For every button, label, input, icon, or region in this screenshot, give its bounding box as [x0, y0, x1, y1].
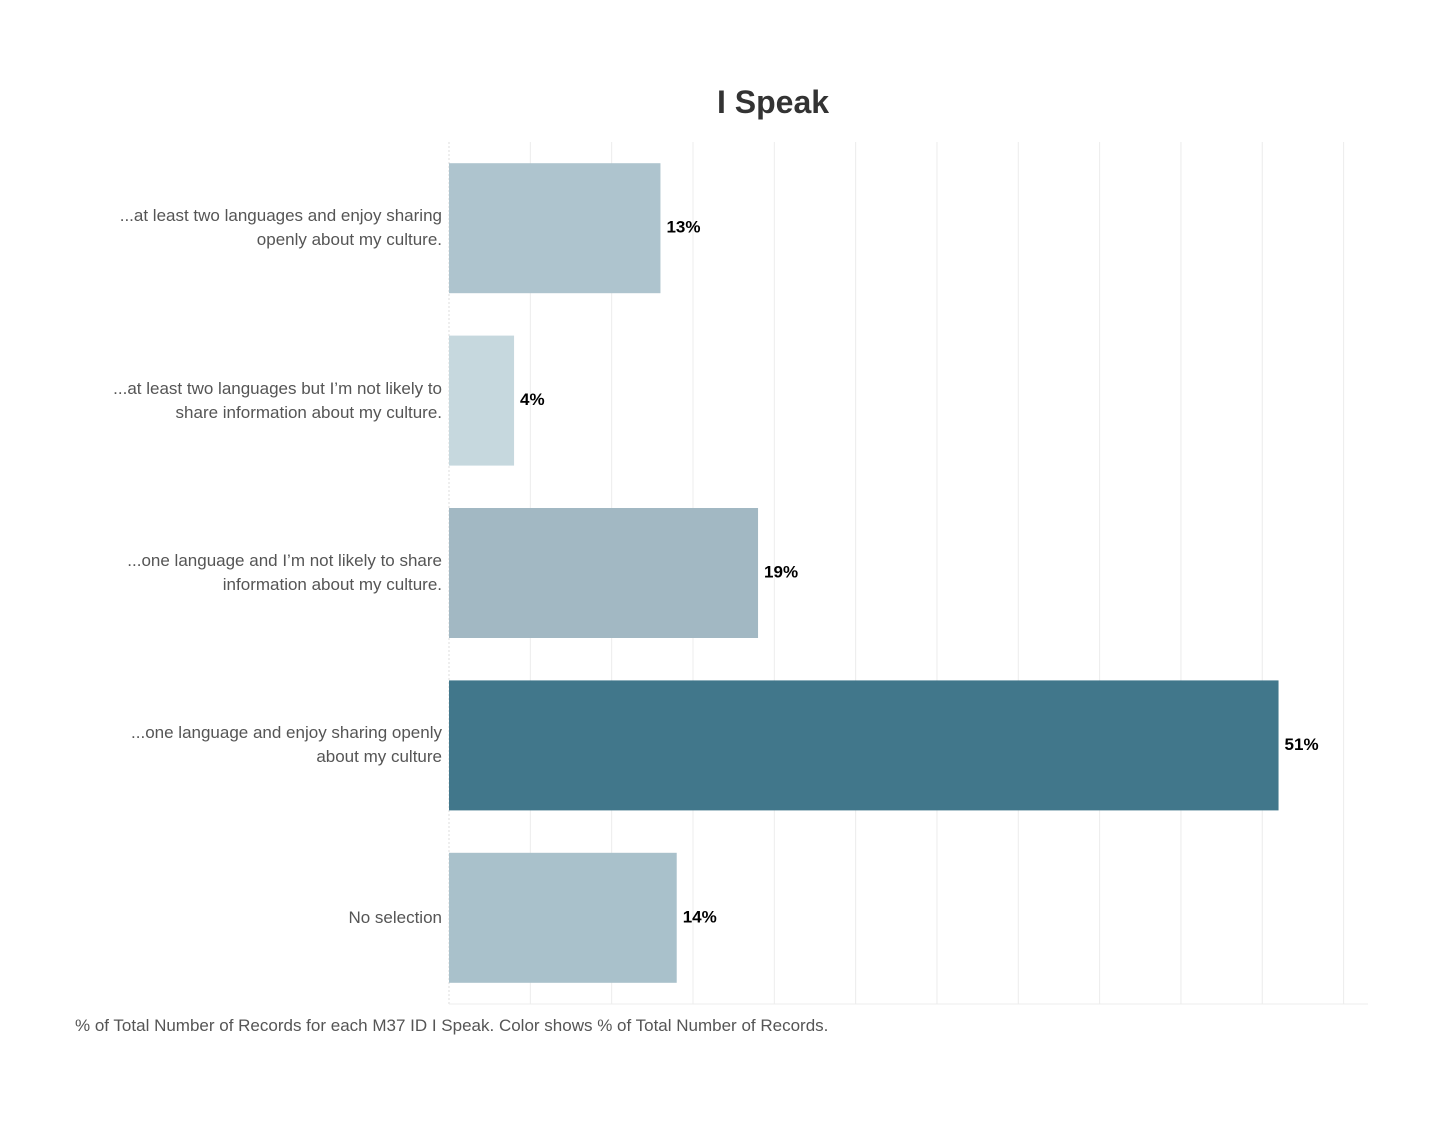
value-label: 51%	[1285, 735, 1319, 754]
value-label: 13%	[666, 218, 700, 237]
chart-title: I Speak	[716, 84, 830, 120]
y-tick-label: No selection	[348, 907, 442, 927]
footnote: % of Total Number of Records for each M3…	[75, 1016, 829, 1035]
value-label: 14%	[683, 907, 717, 926]
bar	[449, 508, 759, 638]
value-label: 4%	[520, 390, 545, 409]
y-tick-label: ...at least two languages and enjoy shar…	[119, 206, 442, 250]
bar	[449, 680, 1279, 811]
y-tick-label: ...at least two languages but I’m not li…	[113, 378, 442, 422]
bar	[449, 852, 677, 983]
y-tick-label: ...one language and enjoy sharing openly…	[131, 723, 442, 767]
bar	[449, 163, 661, 294]
value-label: 19%	[764, 562, 798, 581]
bar	[449, 335, 515, 466]
y-tick-label: ...one language and I’m not likely to sh…	[127, 551, 442, 594]
